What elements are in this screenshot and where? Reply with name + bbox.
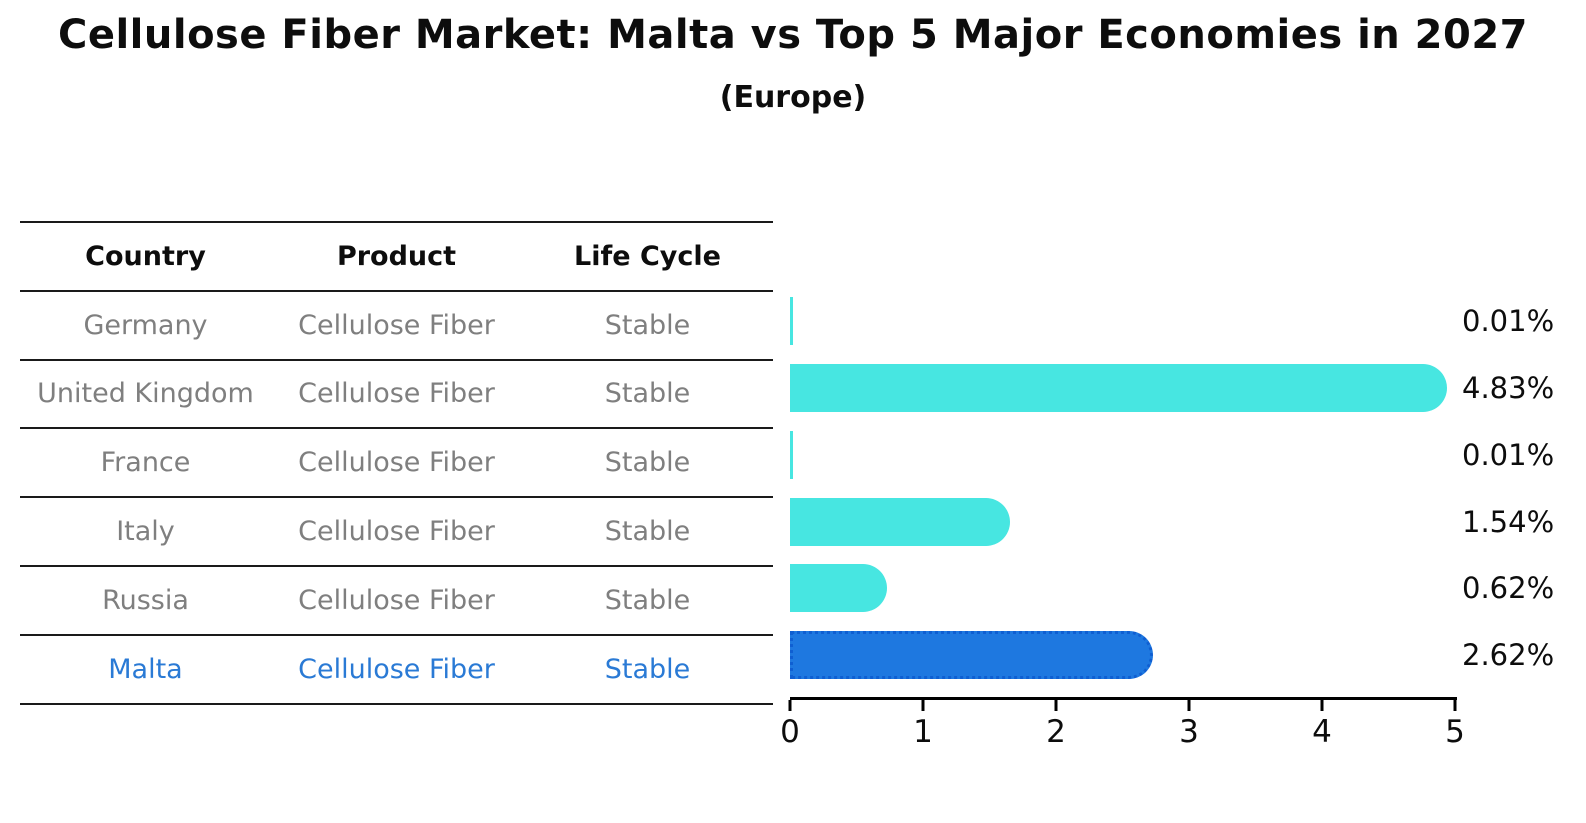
bar-value-label: 0.62%	[1462, 571, 1555, 606]
x-tick-label: 2	[1046, 714, 1066, 750]
bar-row	[790, 488, 1455, 555]
x-axis: 0 1 2 3 4 5	[780, 697, 1465, 750]
x-tick	[1453, 700, 1457, 711]
bar	[790, 631, 1154, 680]
x-tick	[921, 700, 925, 711]
table-cell-country: Germany	[83, 309, 208, 341]
table-cell-product: Cellulose Fiber	[298, 309, 495, 341]
x-tick-label: 1	[913, 714, 933, 750]
x-tick-label: 4	[1312, 714, 1332, 750]
table-cell-country: Malta	[108, 653, 183, 685]
table-cell-product: Cellulose Fiber	[298, 516, 495, 548]
table-row: United Kingdom Cellulose Fiber Stable	[20, 361, 773, 430]
bar	[790, 297, 793, 346]
table-cell-life-cycle: Stable	[604, 653, 691, 685]
bar-row	[790, 288, 1455, 355]
country-table: Country Product Life Cycle Germany Cellu…	[20, 221, 773, 705]
table-row: Italy Cellulose Fiber Stable	[20, 498, 773, 567]
bar	[790, 497, 1010, 546]
table-cell-life-cycle: Stable	[604, 584, 691, 616]
bar-row	[790, 555, 1455, 622]
table-header-life-cycle: Life Cycle	[574, 240, 721, 272]
x-tick	[1054, 700, 1058, 711]
table-cell-product: Cellulose Fiber	[298, 378, 495, 410]
table-cell-product: Cellulose Fiber	[298, 653, 495, 685]
table-cell-life-cycle: Stable	[604, 516, 691, 548]
bar-plot-area	[790, 288, 1455, 697]
table-cell-life-cycle: Stable	[604, 447, 691, 479]
x-tick-label: 5	[1445, 714, 1465, 750]
table-row: Russia Cellulose Fiber Stable	[20, 567, 773, 636]
table-cell-country: Italy	[116, 516, 175, 548]
table-cell-product: Cellulose Fiber	[298, 584, 495, 616]
x-tick-label: 0	[780, 714, 800, 750]
bar	[790, 363, 1448, 412]
table-header-row: Country Product Life Cycle	[20, 221, 773, 292]
table-cell-country: United Kingdom	[37, 378, 254, 410]
bar-value-label: 2.62%	[1462, 638, 1555, 673]
bar-value-label: 4.83%	[1462, 371, 1555, 405]
bar-row	[790, 421, 1455, 488]
x-tick	[1320, 700, 1324, 711]
bar-row	[790, 622, 1455, 689]
table-cell-product: Cellulose Fiber	[298, 447, 495, 479]
chart-subtitle: (Europe)	[719, 80, 867, 115]
table-header-product: Product	[336, 240, 457, 272]
table-cell-country: France	[100, 447, 191, 479]
table-row: France Cellulose Fiber Stable	[20, 429, 773, 499]
x-tick	[788, 700, 792, 711]
bar	[790, 564, 888, 613]
bar	[790, 430, 793, 479]
table-row: Germany Cellulose Fiber Stable	[20, 292, 773, 361]
bar-value-label: 0.01%	[1462, 437, 1555, 472]
table-body: Germany Cellulose Fiber Stable United Ki…	[20, 292, 773, 705]
x-tick	[1187, 700, 1191, 711]
bar-value-label: 1.54%	[1462, 504, 1555, 539]
table-cell-country: Russia	[102, 584, 189, 616]
chart-title: Cellulose Fiber Market: Malta vs Top 5 M…	[57, 12, 1529, 58]
bar-value-label: 0.01%	[1462, 304, 1555, 339]
table-row: Malta Cellulose Fiber Stable	[20, 636, 773, 705]
table-header-country: Country	[85, 240, 206, 272]
bar-row	[790, 355, 1455, 422]
x-tick-label: 3	[1179, 714, 1199, 750]
table-cell-life-cycle: Stable	[604, 309, 691, 341]
table-cell-life-cycle: Stable	[604, 378, 691, 410]
